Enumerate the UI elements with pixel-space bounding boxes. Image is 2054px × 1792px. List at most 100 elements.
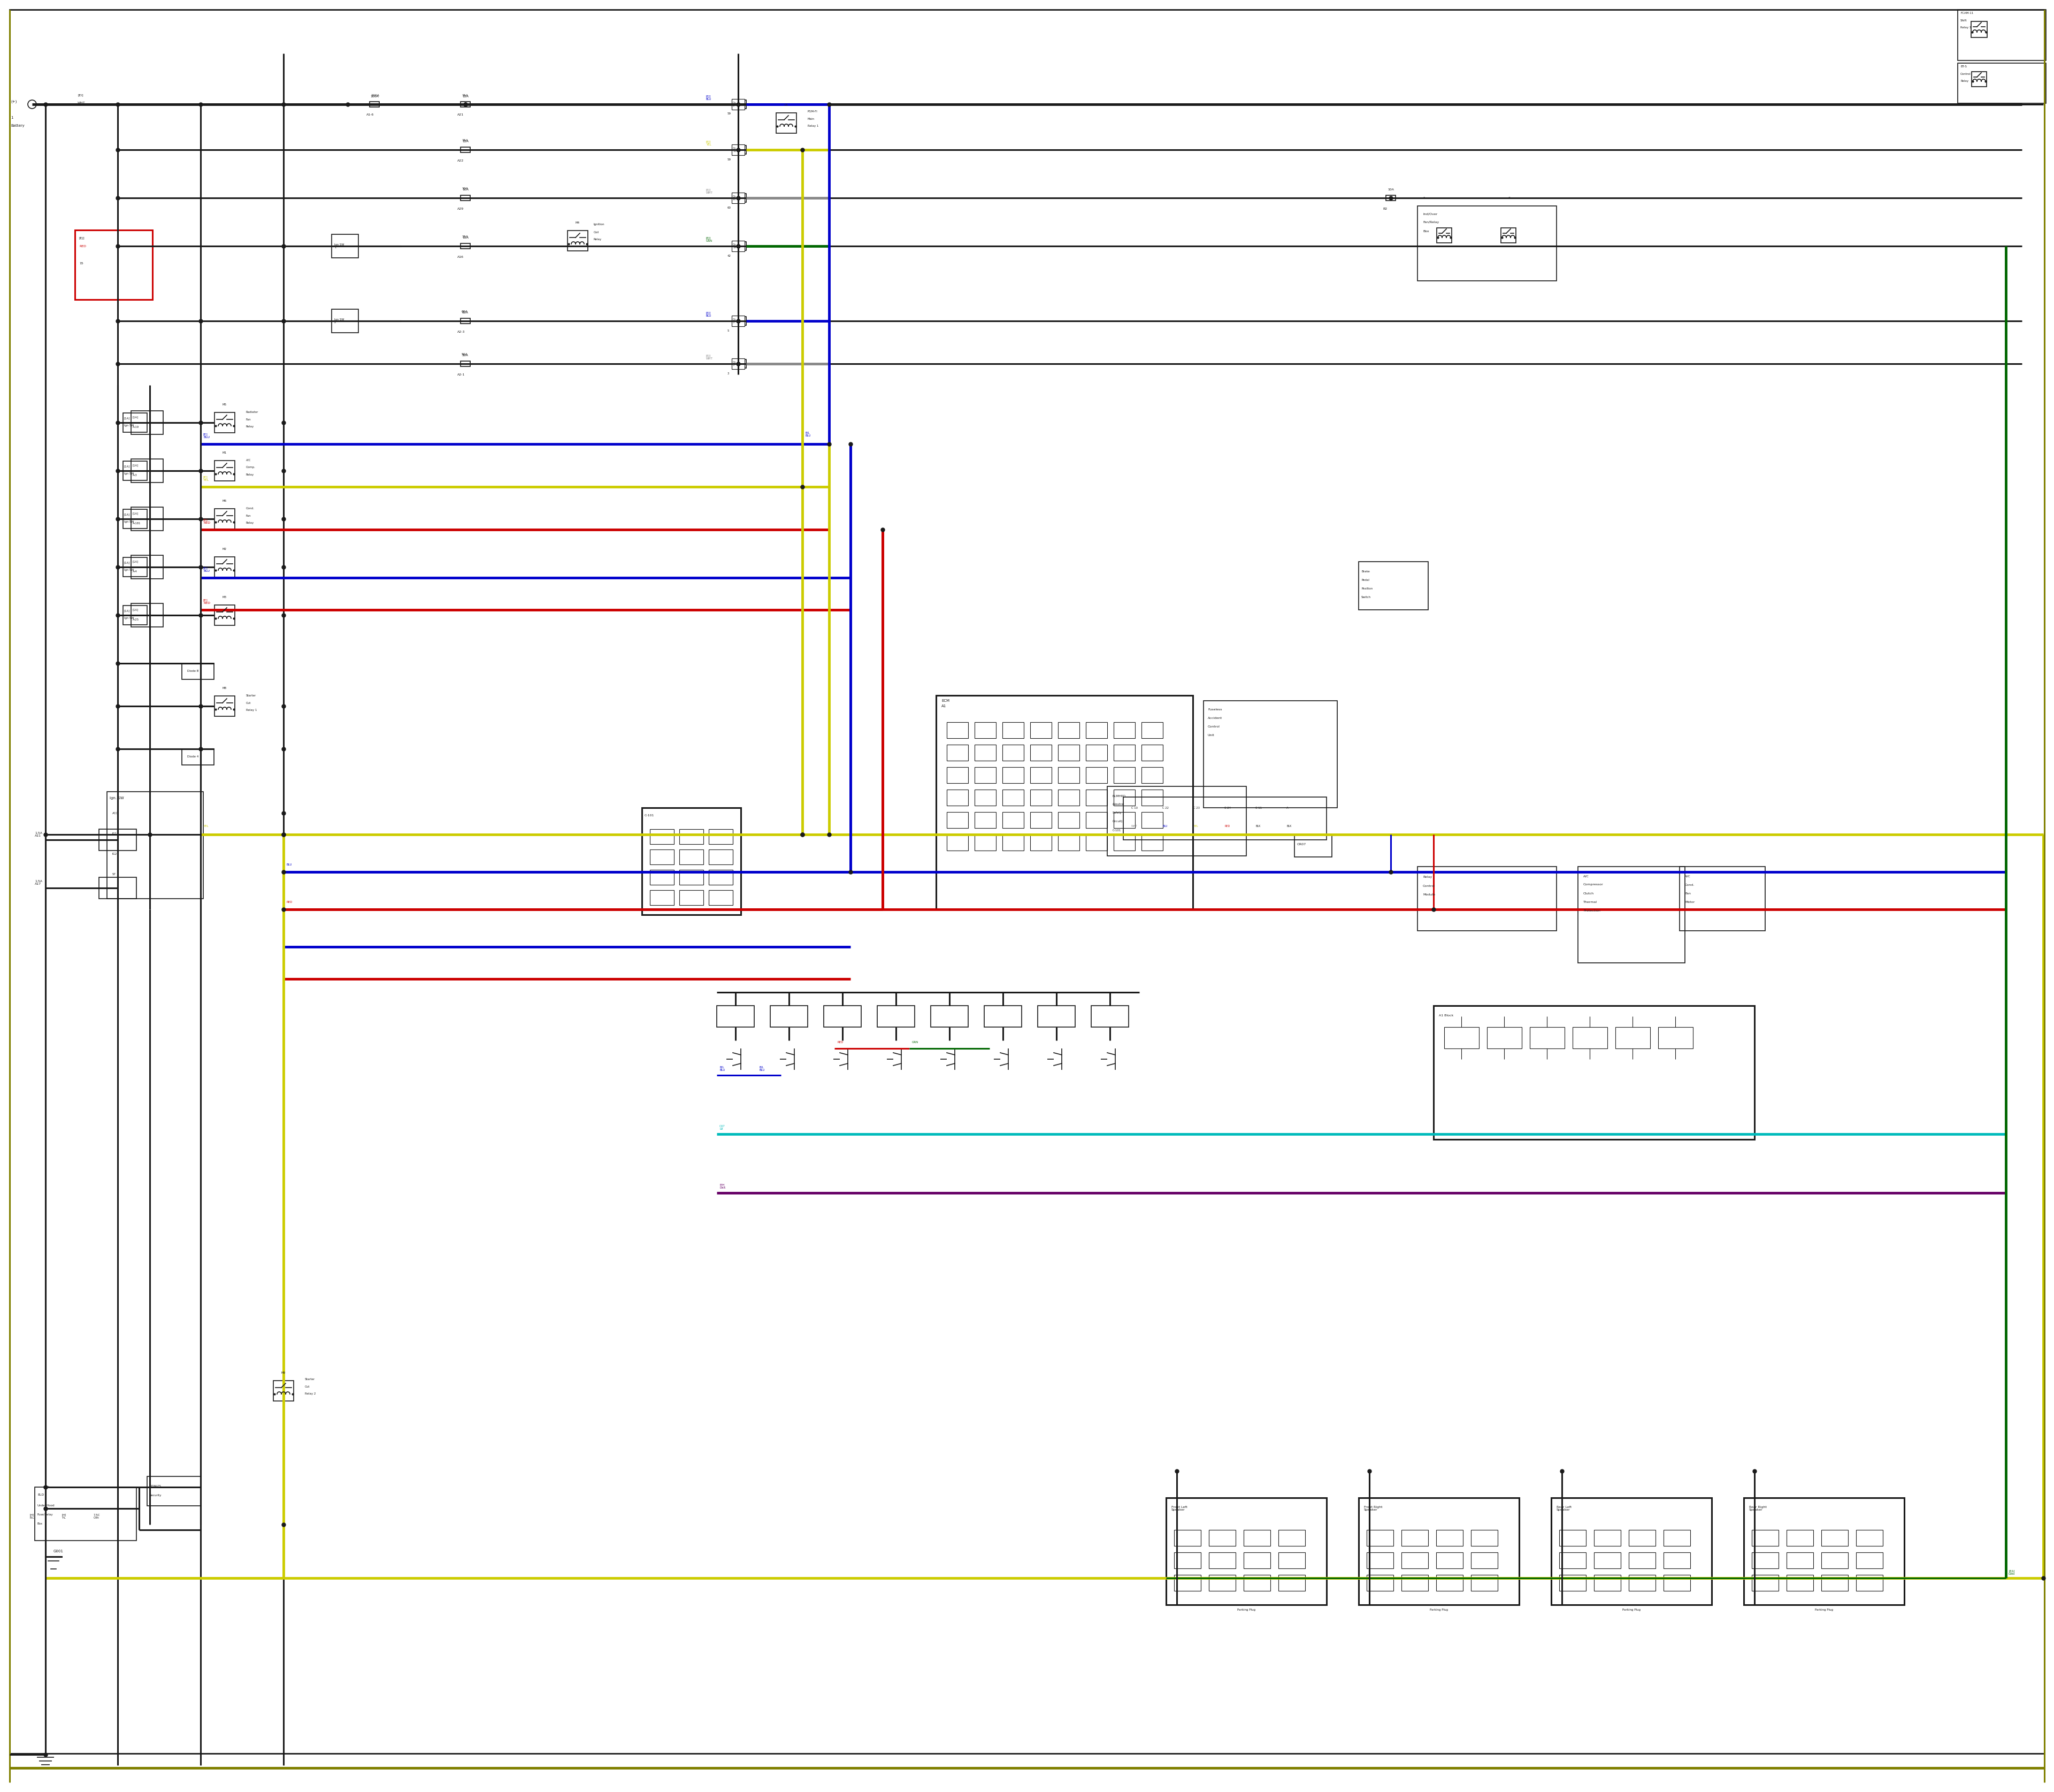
- Text: C 24: C 24: [1224, 806, 1230, 808]
- Text: Starter: Starter: [246, 694, 257, 697]
- Bar: [1822, 1530, 1849, 1546]
- Text: Coil: Coil: [594, 231, 600, 233]
- Bar: [1629, 1575, 1656, 1591]
- Bar: [1658, 1027, 1692, 1048]
- Text: Safety: Safety: [1113, 812, 1121, 814]
- Bar: [1594, 1575, 1621, 1591]
- Text: [EJ]
BLU: [EJ] BLU: [707, 312, 711, 317]
- Text: [1A]: [1A]: [134, 464, 140, 466]
- Text: Rear Left
Speaker: Rear Left Speaker: [1557, 1505, 1571, 1511]
- Text: Accident: Accident: [1208, 717, 1222, 719]
- Text: Cut: Cut: [246, 701, 251, 704]
- Text: [EJ]
BLU: [EJ] BLU: [707, 95, 711, 100]
- Text: WHT: WHT: [78, 102, 86, 104]
- Bar: [1278, 1575, 1304, 1591]
- Text: BLU: BLU: [286, 864, 292, 866]
- Bar: [1614, 1027, 1649, 1048]
- Text: Relay: Relay: [1960, 81, 1968, 82]
- Text: A/C: A/C: [1584, 874, 1590, 878]
- Text: Parking Plug: Parking Plug: [1430, 1609, 1448, 1611]
- Text: M8: M8: [222, 686, 226, 690]
- Bar: [1787, 1530, 1814, 1546]
- Bar: [1113, 835, 1136, 851]
- Text: [H]
Y-L: [H] Y-L: [62, 1514, 66, 1520]
- Bar: [1124, 797, 1327, 840]
- Bar: [1175, 1530, 1202, 1546]
- Text: Pedal: Pedal: [1362, 579, 1370, 581]
- Bar: [1175, 1552, 1202, 1568]
- Bar: [1822, 1552, 1849, 1568]
- Text: Cut: Cut: [304, 1385, 310, 1387]
- Text: Relay: Relay: [246, 473, 255, 477]
- Bar: [1087, 790, 1107, 806]
- Bar: [1972, 72, 1986, 86]
- Text: A/C: A/C: [246, 459, 251, 461]
- Bar: [877, 1005, 914, 1027]
- Bar: [1031, 812, 1052, 828]
- Text: 15A: 15A: [462, 235, 468, 238]
- Bar: [123, 461, 148, 480]
- Bar: [1551, 1498, 1711, 1606]
- Bar: [99, 878, 136, 898]
- Bar: [1577, 867, 1684, 962]
- Text: ELD: ELD: [37, 1495, 43, 1496]
- Bar: [1471, 1530, 1497, 1546]
- Text: Relay: Relay: [1423, 876, 1432, 878]
- Text: M1: M1: [222, 452, 226, 453]
- Text: Ign SW: Ign SW: [123, 616, 134, 620]
- Bar: [1087, 767, 1107, 783]
- Text: Compressor: Compressor: [1584, 883, 1604, 885]
- Text: 10A: 10A: [462, 188, 468, 192]
- Text: A1 Block: A1 Block: [1440, 1014, 1454, 1016]
- Text: M6: M6: [222, 500, 226, 502]
- Text: M3: M3: [222, 597, 226, 599]
- Bar: [148, 1477, 201, 1505]
- Bar: [131, 459, 162, 482]
- Text: ST: ST: [113, 873, 115, 876]
- Bar: [1386, 195, 1395, 201]
- Bar: [1002, 767, 1023, 783]
- Text: Box: Box: [37, 1523, 43, 1525]
- Bar: [1358, 1498, 1520, 1606]
- Text: 1: 1: [10, 116, 12, 120]
- Text: C 22: C 22: [1163, 806, 1169, 808]
- Text: Cond.: Cond.: [246, 507, 255, 509]
- Bar: [733, 360, 746, 367]
- Bar: [1417, 206, 1557, 281]
- Bar: [1087, 722, 1107, 738]
- Bar: [460, 147, 470, 152]
- Bar: [1401, 1552, 1428, 1568]
- Text: [EA]
GRN: [EA] GRN: [2009, 1570, 2015, 1575]
- Bar: [1002, 835, 1023, 851]
- Text: 50A: 50A: [462, 355, 468, 357]
- Text: Ign SW: Ign SW: [123, 521, 134, 523]
- Bar: [1278, 1552, 1304, 1568]
- Text: Switch: Switch: [1362, 595, 1370, 599]
- Bar: [1002, 812, 1023, 828]
- Text: Rear Right
Speaker: Rear Right Speaker: [1750, 1505, 1766, 1511]
- Bar: [649, 849, 674, 864]
- Text: Cond.: Cond.: [1684, 883, 1695, 885]
- Text: 42: 42: [727, 254, 731, 256]
- Bar: [947, 835, 967, 851]
- Bar: [717, 1005, 754, 1027]
- Text: 15A: 15A: [462, 93, 468, 97]
- Text: FCAM-11: FCAM-11: [1960, 11, 1974, 14]
- Text: Position: Position: [1362, 588, 1372, 590]
- Bar: [649, 891, 674, 905]
- Text: A2-1: A2-1: [458, 373, 464, 376]
- Bar: [1857, 1575, 1884, 1591]
- Text: Relay: Relay: [246, 521, 255, 525]
- Text: Ign SW
2: Ign SW 2: [335, 317, 345, 324]
- Bar: [1594, 1552, 1621, 1568]
- Text: Diode 4: Diode 4: [187, 756, 199, 758]
- Text: [H]
R-L: [H] R-L: [29, 1514, 35, 1520]
- Bar: [974, 790, 996, 806]
- Bar: [460, 244, 470, 249]
- Text: Motor: Motor: [1684, 901, 1695, 903]
- Text: Relay 1: Relay 1: [807, 125, 820, 127]
- Bar: [331, 310, 357, 333]
- Text: Ign SW: Ign SW: [123, 568, 134, 572]
- Bar: [1058, 745, 1080, 760]
- Bar: [1744, 1498, 1904, 1606]
